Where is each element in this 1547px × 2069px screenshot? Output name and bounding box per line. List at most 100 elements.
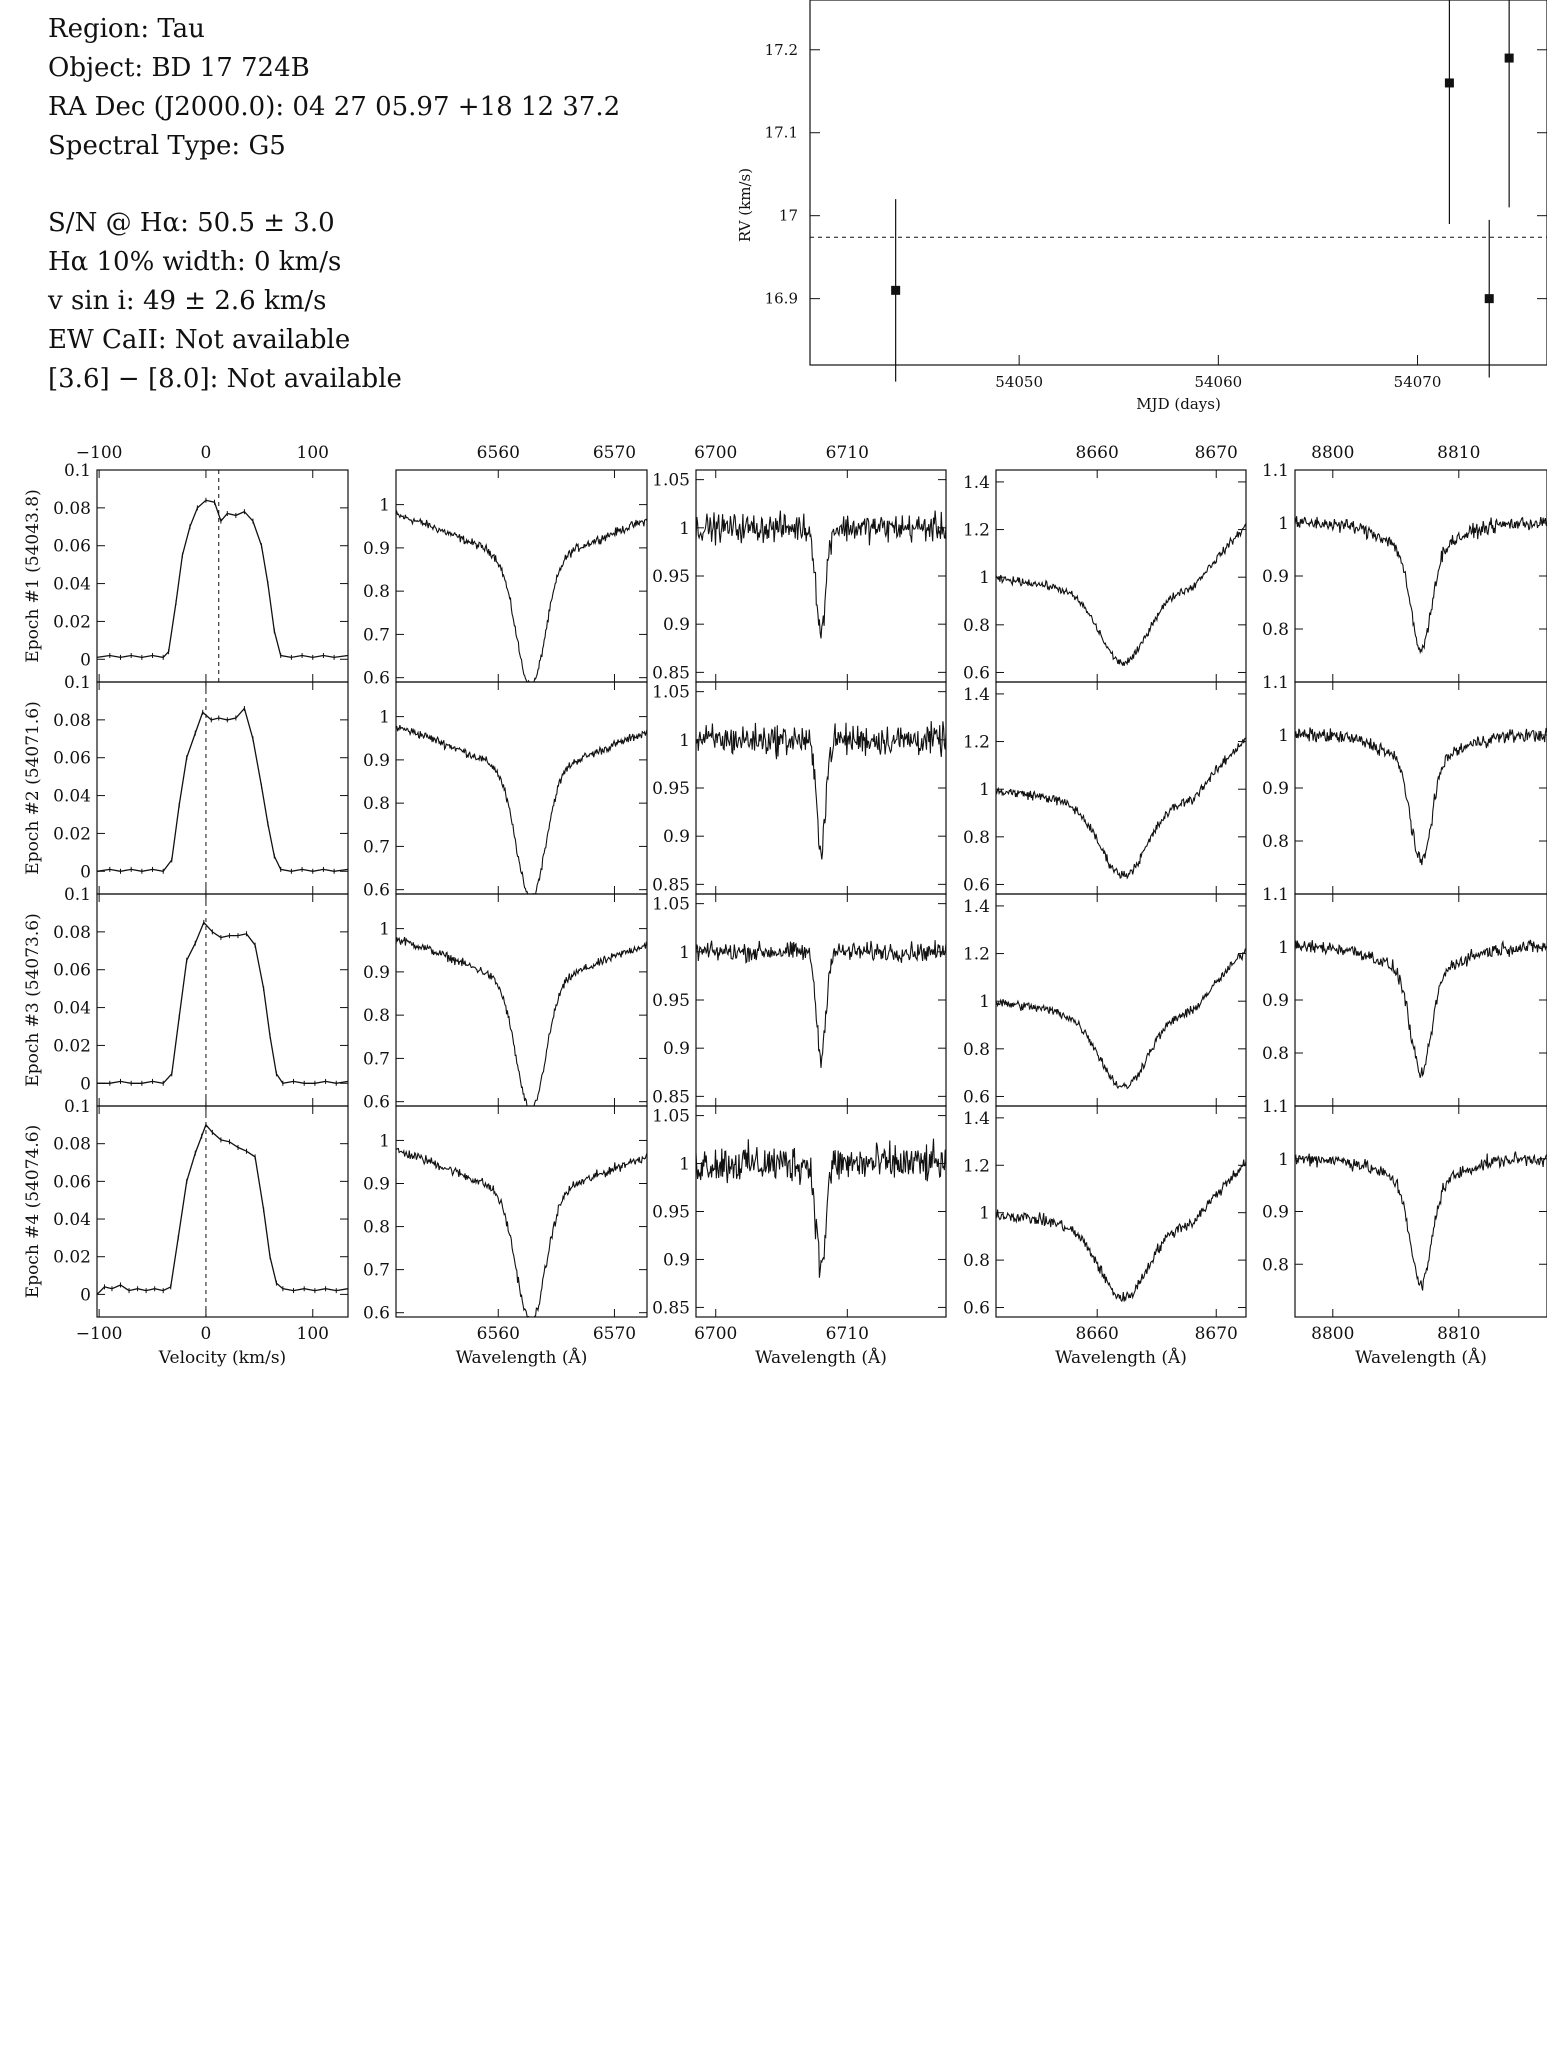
spectrum-curve <box>695 510 947 639</box>
panel-frame <box>96 1105 349 1318</box>
y-tick-label: 0.8 <box>363 794 390 814</box>
y-tick-label: 0.8 <box>1262 832 1289 852</box>
spectrum-curve <box>695 721 947 860</box>
panel-frame <box>695 893 947 1107</box>
x-tick-label-top: 0 <box>201 443 212 463</box>
panel-ccf-epoch-4: 0 0.02 0.04 0.06 0.08 0.1 −100 0 100 Velocity (km… <box>53 1097 349 1368</box>
panel-li-epoch-2: 0.85 0.9 0.95 1 1.05 <box>652 681 947 895</box>
y-tick-label: 0.7 <box>363 837 390 857</box>
y-tick-label: 0.8 <box>963 828 990 848</box>
y-tick-label: 0.1 <box>64 461 91 481</box>
y-tick-label: 0.8 <box>963 616 990 636</box>
y-tick-label: 1 <box>679 943 690 963</box>
y-tick-label: 0.9 <box>663 1250 690 1270</box>
y-tick-label: 1 <box>379 1131 390 1151</box>
y-tick-label: 0.04 <box>53 1210 91 1230</box>
y-tick-label: 0.7 <box>363 625 390 645</box>
y-tick-label: 1.2 <box>963 945 990 965</box>
ccf-curve <box>97 921 349 1085</box>
epoch-label: Epoch #4 (54074.6) <box>23 1125 43 1298</box>
x-tick-label-top: 8660 <box>1076 443 1119 463</box>
panel-ca2-epoch-3: 0.8 0.9 1 1.1 <box>1262 885 1547 1107</box>
y-tick-label: 0.8 <box>1262 1255 1289 1275</box>
y-tick-label: 1.4 <box>963 897 990 917</box>
ccf-curve <box>96 707 349 873</box>
ccf-curve <box>96 1123 349 1295</box>
rv-y-tick-label: 17 <box>779 207 798 225</box>
y-tick-label: 0.95 <box>652 1203 690 1223</box>
y-tick-label: 0.8 <box>363 582 390 602</box>
snr-line: S/N @ Hα: 50.5 ± 3.0 <box>48 208 335 238</box>
y-tick-label: 0.08 <box>53 499 91 519</box>
y-tick-label: 0.02 <box>53 1248 91 1268</box>
rv-y-tick-label: 16.9 <box>765 290 798 308</box>
panel-ca1-epoch-3: 0.6 0.8 1 1.2 1.4 <box>963 893 1247 1107</box>
x-tick-label-bottom: 8660 <box>1076 1324 1119 1344</box>
halpha-width-line: Hα 10% width: 0 km/s <box>48 247 342 277</box>
y-tick-label: 0.95 <box>652 779 690 799</box>
spectrum-curve <box>395 936 648 1107</box>
x-tick-label-bottom: 0 <box>201 1324 212 1344</box>
y-tick-label: 1 <box>679 731 690 751</box>
panel-halpha-epoch-3: 0.6 0.7 0.8 0.9 1 <box>363 893 648 1113</box>
x-axis-label: Wavelength (Å) <box>755 1347 887 1368</box>
spectrum-curve <box>395 509 648 683</box>
y-tick-label: 1.4 <box>963 473 990 493</box>
info-block: Region: Tau Object: BD 17 724B RA Dec (J… <box>48 10 748 399</box>
y-tick-label: 1 <box>979 568 990 588</box>
panel-frame <box>695 1105 947 1318</box>
y-tick-label: 0 <box>80 862 91 882</box>
panel-ca1-epoch-2: 0.6 0.8 1 1.2 1.4 <box>963 681 1247 895</box>
y-tick-label: 1.05 <box>652 1107 690 1127</box>
y-tick-label: 0.9 <box>363 963 390 983</box>
spectrum-curve <box>995 1159 1247 1303</box>
y-tick-label: 0.6 <box>363 669 390 689</box>
y-tick-label: 1 <box>979 992 990 1012</box>
y-tick-label: 1.05 <box>652 471 690 491</box>
x-tick-label-top: 8670 <box>1195 443 1238 463</box>
y-tick-label: 0.6 <box>963 1299 990 1319</box>
y-tick-label: 0.6 <box>363 1304 390 1324</box>
panel-ca1-epoch-4: 0.6 0.8 1 1.2 1.4 8660 8670 Wavelength (Å) <box>963 1105 1247 1368</box>
y-tick-label: 1 <box>1278 1150 1289 1170</box>
y-tick-label: 1.2 <box>963 733 990 753</box>
y-tick-label: 1 <box>1278 514 1289 534</box>
y-tick-label: 0.1 <box>64 885 91 905</box>
y-tick-label: 0.6 <box>363 1093 390 1113</box>
y-tick-label: 0.08 <box>53 1135 91 1155</box>
spectrum-curve <box>1294 516 1547 655</box>
y-tick-label: 0.06 <box>53 1172 91 1192</box>
y-tick-label: 0.1 <box>64 1097 91 1117</box>
y-tick-label: 0.8 <box>1262 620 1289 640</box>
x-tick-label-bottom: 8670 <box>1195 1324 1238 1344</box>
y-tick-label: 0.85 <box>652 663 690 683</box>
y-tick-label: 1 <box>1278 938 1289 958</box>
vsini-line: v sin i: 49 ± 2.6 km/s <box>48 286 327 316</box>
x-tick-label-top: 8800 <box>1311 443 1354 463</box>
y-tick-label: 1 <box>379 496 390 516</box>
y-tick-label: 0.9 <box>1262 779 1289 799</box>
spectrum-curve <box>395 1147 648 1318</box>
x-tick-label-top: 6560 <box>477 443 520 463</box>
rv-x-axis-label: MJD (days) <box>1136 395 1221 413</box>
epoch-label: Epoch #1 (54043.8) <box>23 489 43 662</box>
x-tick-label-top: 6700 <box>694 443 737 463</box>
y-tick-label: 1.05 <box>652 895 690 915</box>
panel-ccf-epoch-1: 0 0.02 0.04 0.06 0.08 0.1−100 0 100 <box>53 443 349 683</box>
y-tick-label: 1.05 <box>652 683 690 703</box>
y-tick-label: 0.8 <box>963 1040 990 1060</box>
rv-y-tick-label: 17.1 <box>765 124 798 142</box>
y-tick-label: 1.1 <box>1262 673 1289 693</box>
region-line: Region: Tau <box>48 14 205 44</box>
y-tick-label: 0.9 <box>663 827 690 847</box>
panel-ccf-epoch-2: 0 0.02 0.04 0.06 0.08 0.1 <box>53 673 349 895</box>
panel-frame <box>995 893 1247 1107</box>
spectrum-curve <box>695 940 947 1068</box>
rv-x-tick-label: 54050 <box>995 373 1043 391</box>
y-tick-label: 0.8 <box>363 1218 390 1238</box>
x-axis-label: Wavelength (Å) <box>456 1347 588 1368</box>
y-tick-label: 0.8 <box>363 1006 390 1026</box>
y-tick-label: 1 <box>979 1204 990 1224</box>
